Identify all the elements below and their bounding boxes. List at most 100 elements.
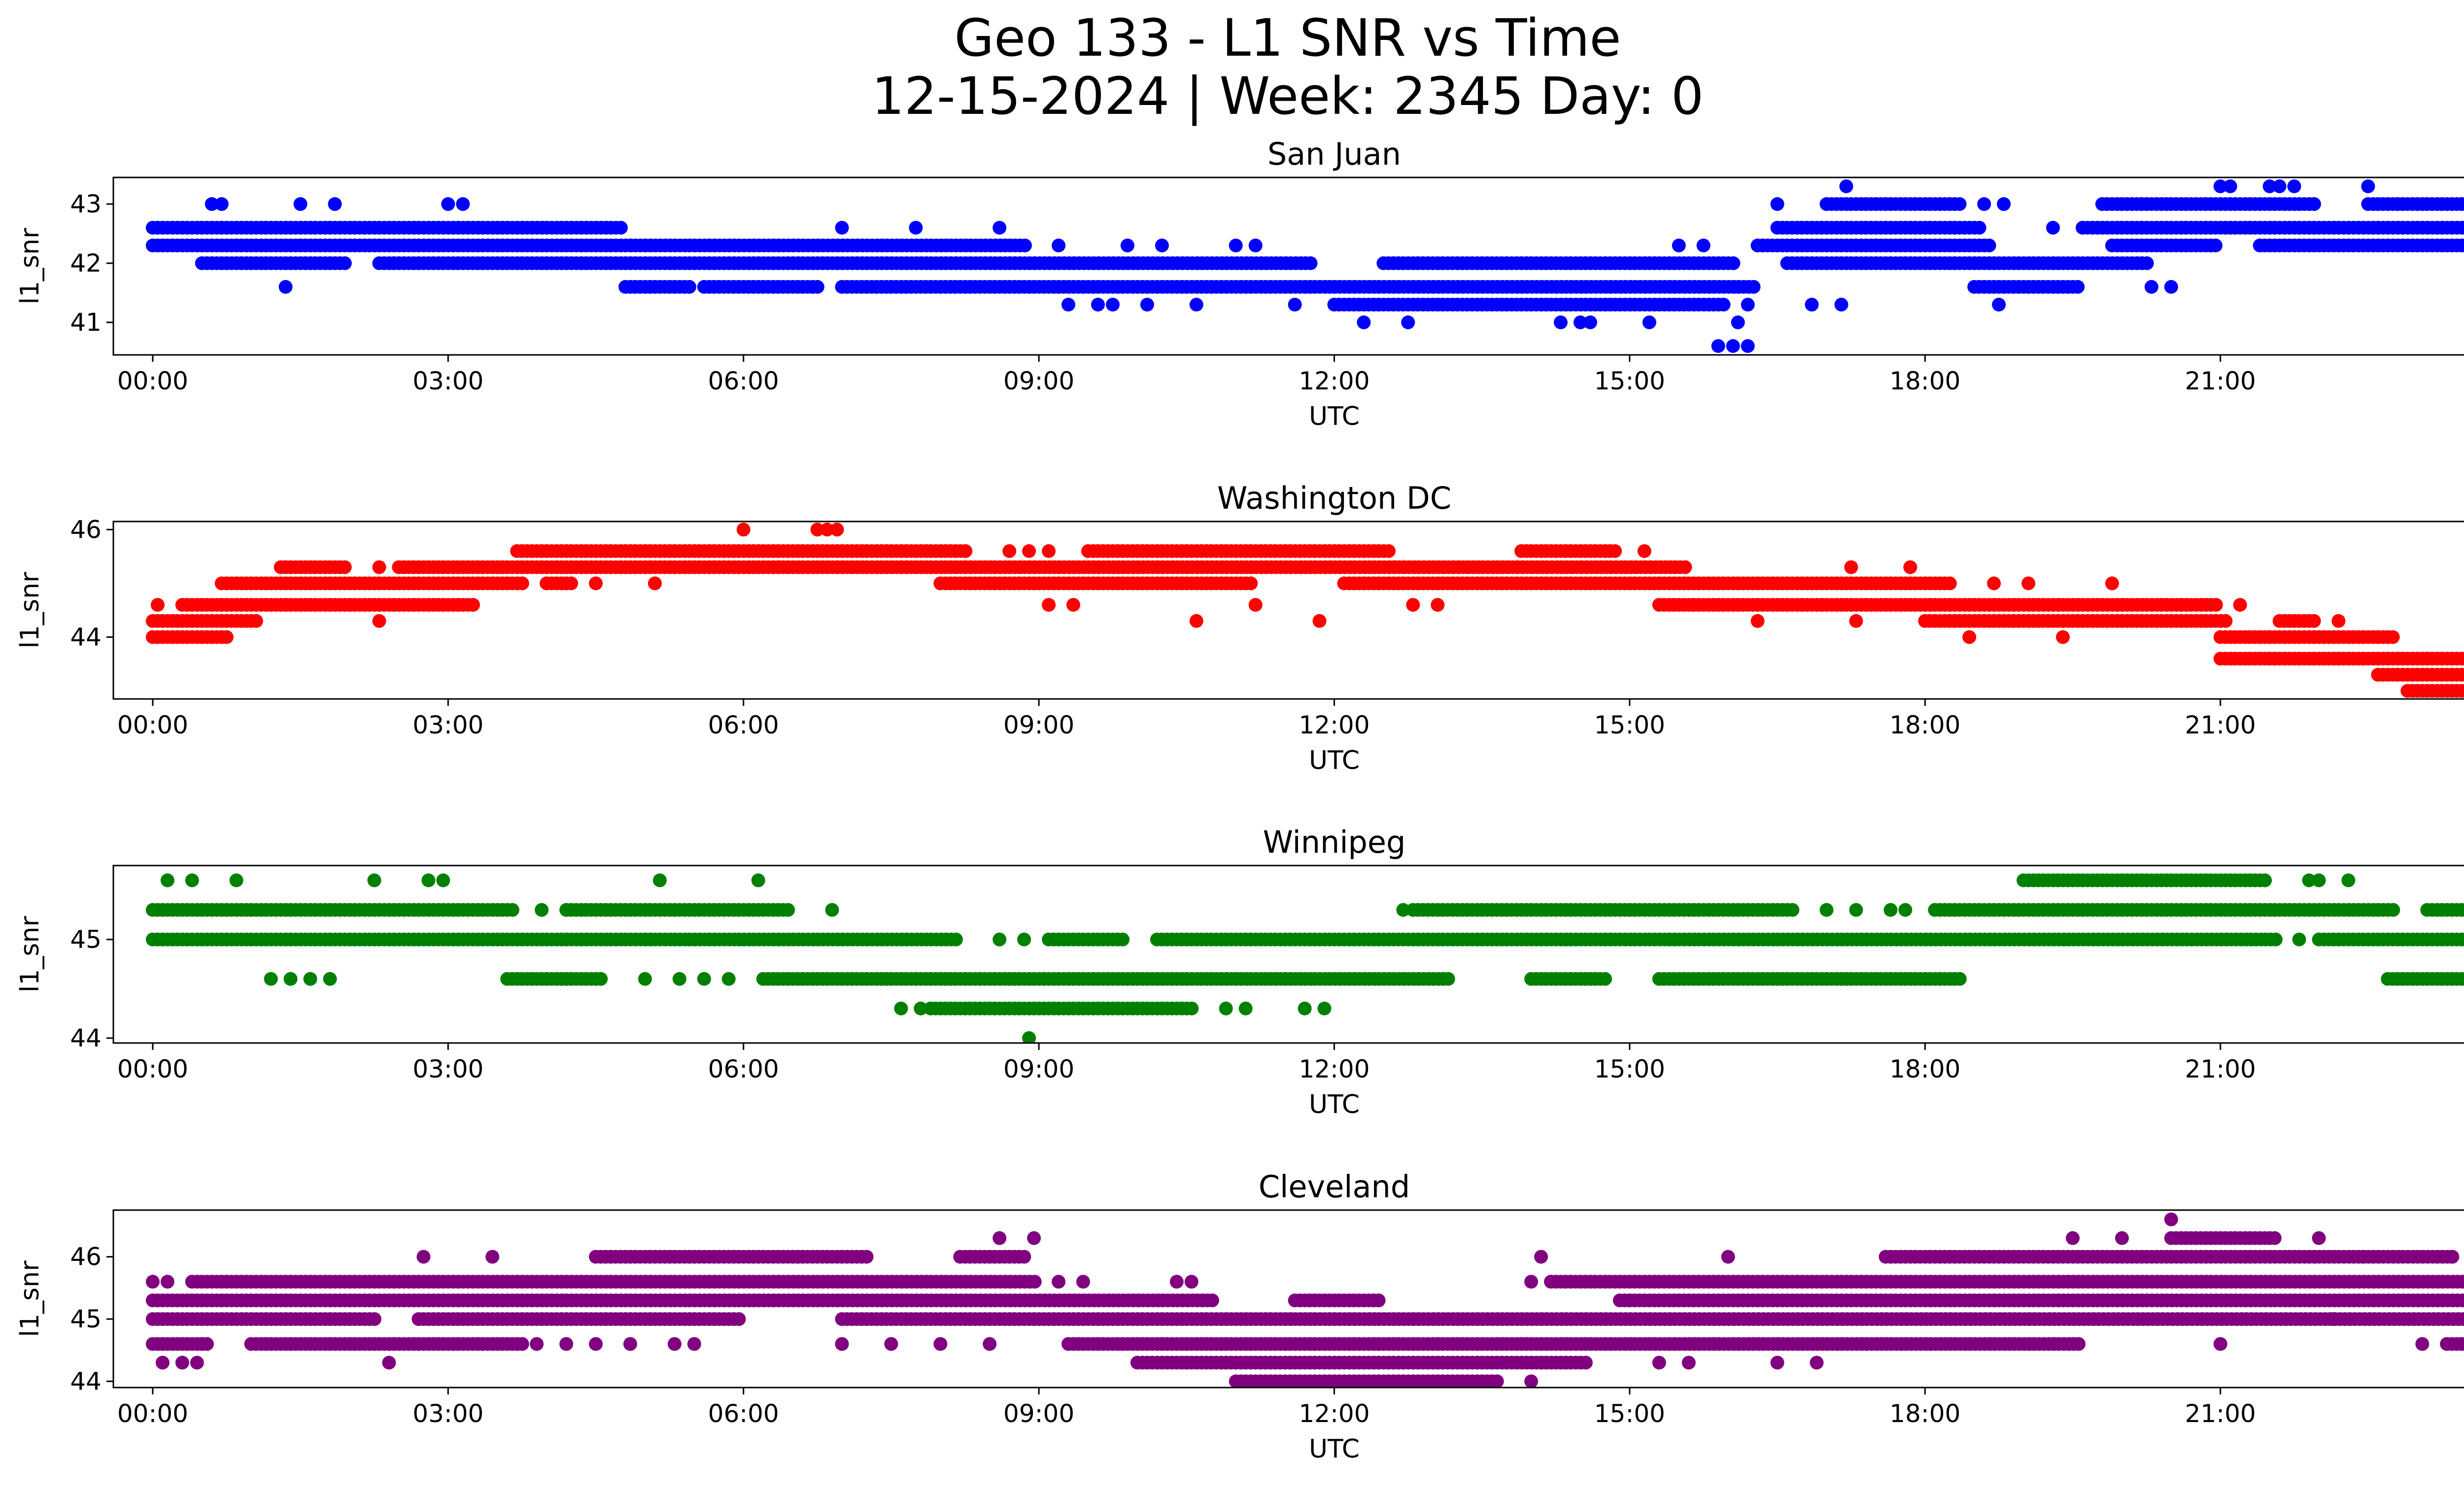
data-point [1977, 197, 1991, 211]
data-point [441, 197, 455, 211]
point-band-washington-dc-8 [1514, 544, 1622, 558]
x-tick-label-san-juan: 18:00 [1889, 367, 1960, 395]
markers-washington-dc [145, 522, 2464, 698]
data-point [914, 1002, 928, 1015]
y-tick-label-washington-dc: 46 [70, 515, 102, 544]
data-point [1406, 598, 1420, 612]
data-point [1992, 298, 2006, 312]
data-point [736, 522, 751, 537]
data-point [2219, 614, 2233, 628]
data-point [1785, 903, 1800, 917]
data-point [338, 560, 352, 574]
data-point [249, 614, 263, 628]
data-point [2331, 614, 2346, 628]
data-point [2213, 179, 2227, 193]
data-point [1583, 315, 1597, 329]
x-tick-label-washington-dc: 15:00 [1594, 711, 1665, 739]
data-point [1396, 903, 1410, 917]
data-point [2386, 630, 2400, 644]
data-point [820, 522, 834, 537]
point-band-cleveland-4 [1288, 1293, 1386, 1308]
data-point [505, 903, 519, 917]
x-tick-label-san-juan: 15:00 [1594, 367, 1665, 395]
data-point [1805, 298, 1819, 312]
data-point [1750, 614, 1765, 628]
data-point [2105, 576, 2119, 591]
data-point [2460, 1294, 2464, 1307]
data-point [1401, 315, 1415, 329]
data-point [2209, 598, 2223, 612]
x-tick-label-winnipeg: 00:00 [117, 1055, 188, 1083]
point-band-winnipeg-5 [1406, 903, 1800, 917]
point-band-washington-dc-14 [2213, 630, 2400, 644]
x-tick-label-winnipeg: 03:00 [412, 1055, 483, 1083]
point-band-cleveland-6 [185, 1275, 1042, 1289]
y-tick-label-san-juan: 41 [70, 308, 102, 337]
y-tick-label-san-juan: 42 [70, 249, 102, 278]
data-point [2272, 179, 2287, 193]
data-point [2164, 280, 2178, 294]
data-point [1716, 298, 1731, 312]
data-point [732, 1312, 746, 1326]
data-point [1091, 298, 1105, 312]
point-band-washington-dc-2 [175, 598, 480, 612]
data-point [751, 873, 765, 887]
point-band-san-juan-2 [195, 256, 352, 270]
data-point [1849, 903, 1863, 917]
y-axis-label-washington-dc: l1_snr [15, 572, 45, 649]
point-band-winnipeg-15 [1042, 933, 1130, 946]
data-point [2140, 256, 2154, 270]
point-band-san-juan-6 [1327, 298, 1731, 312]
data-point [367, 873, 381, 887]
point-band-washington-dc-10 [1337, 576, 1691, 591]
subplot-title-washington-dc: Washington DC [1217, 480, 1451, 516]
data-point [992, 933, 1007, 946]
x-tick-label-washington-dc: 06:00 [708, 711, 779, 739]
data-point [683, 280, 696, 294]
x-tick-label-washington-dc: 18:00 [1889, 711, 1960, 739]
data-point [909, 221, 923, 235]
x-axis-label-san-juan: UTC [1309, 402, 1360, 431]
data-point [2021, 576, 2036, 591]
x-tick-label-winnipeg: 21:00 [2185, 1055, 2256, 1083]
point-band-washington-dc-17 [2400, 684, 2464, 698]
y-tick-label-winnipeg: 45 [70, 925, 102, 954]
data-point [1554, 315, 1568, 329]
data-point [1189, 614, 1203, 628]
data-point [1022, 1031, 1036, 1043]
point-band-san-juan-14 [2253, 239, 2464, 252]
data-point [1042, 598, 1056, 612]
point-band-washington-dc-4 [274, 560, 352, 574]
subplot-title-winnipeg: Winnipeg [1263, 824, 1406, 860]
x-tick-label-san-juan: 06:00 [708, 367, 779, 395]
data-point [1819, 903, 1834, 917]
point-band-winnipeg-3 [145, 903, 519, 917]
data-point [1116, 933, 1130, 946]
point-band-san-juan-11 [1770, 221, 1986, 235]
point-band-san-juan-13 [2105, 239, 2223, 252]
data-point [1642, 315, 1656, 329]
data-point [1844, 560, 1858, 574]
data-point [721, 972, 736, 986]
data-point [1441, 972, 1455, 986]
point-band-san-juan-10 [1750, 239, 1996, 252]
data-point [1731, 315, 1745, 329]
data-point [1741, 298, 1755, 312]
data-point [992, 221, 1007, 235]
data-point [830, 522, 844, 537]
subplot-title-san-juan: San Juan [1267, 136, 1401, 172]
data-point [278, 280, 293, 294]
x-tick-label-san-juan: 21:00 [2185, 367, 2256, 395]
data-point [781, 903, 795, 917]
data-point [1962, 630, 1977, 644]
data-point [2208, 239, 2223, 252]
data-point [1066, 598, 1080, 612]
data-point [2258, 873, 2272, 887]
point-band-washington-dc-9 [933, 576, 1258, 591]
data-point [2456, 1312, 2464, 1326]
point-band-cleveland-0 [145, 1312, 381, 1326]
x-tick-label-san-juan: 12:00 [1299, 367, 1369, 395]
data-point [810, 280, 824, 294]
data-point [1017, 933, 1031, 946]
